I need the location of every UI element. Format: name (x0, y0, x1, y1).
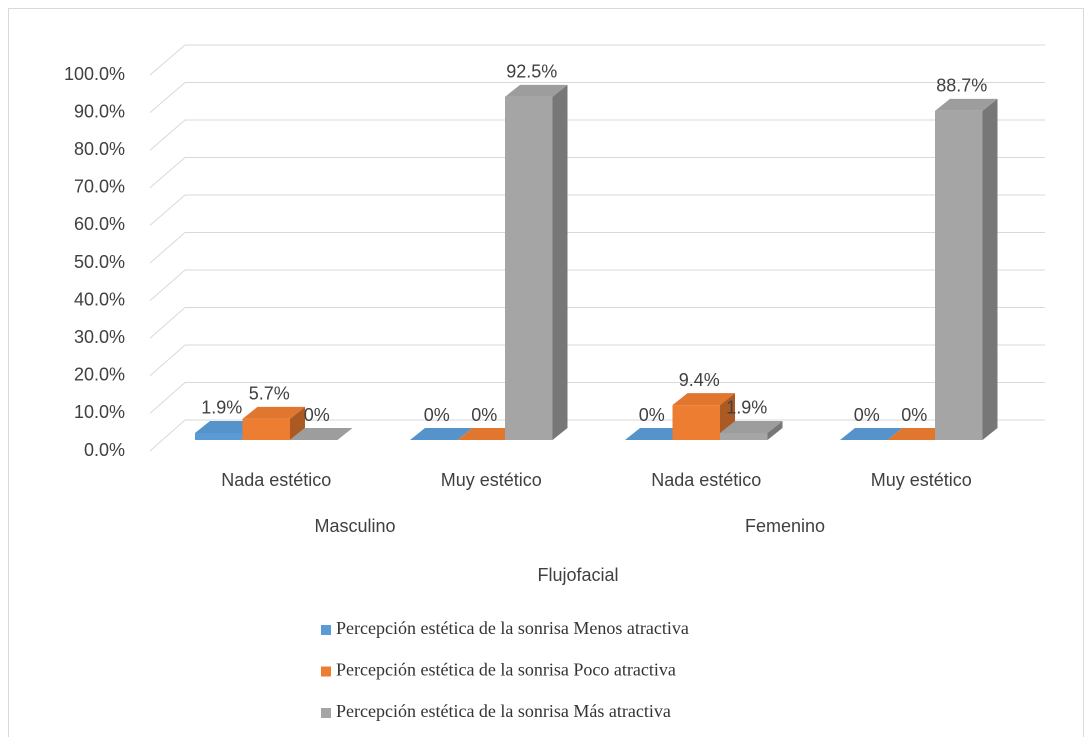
y-tick-label: 40.0% (74, 289, 125, 309)
bar-top (840, 428, 903, 440)
bar (672, 393, 735, 440)
y-tick-label: 80.0% (74, 139, 125, 159)
y-tick-label: 10.0% (74, 402, 125, 422)
bar (935, 98, 998, 440)
grid-line (149, 269, 1045, 301)
data-label: 0% (424, 405, 450, 425)
bar-side (982, 98, 998, 440)
bar (625, 428, 688, 440)
x-tick-label: Nada estético (651, 470, 761, 490)
bar (290, 428, 353, 440)
bar-top (242, 406, 305, 419)
y-tick-label: 20.0% (74, 365, 125, 385)
grid-line (149, 82, 1045, 113)
bar-front (720, 432, 768, 440)
legend-label: Percepción estética de la sonrisa Poco a… (336, 660, 676, 680)
bar-front (505, 96, 553, 440)
data-label: 92.5% (506, 62, 557, 82)
legend-swatch (321, 625, 331, 635)
x-tick-label: Nada estético (221, 470, 331, 490)
legend-swatch (321, 666, 331, 677)
data-label: 0% (639, 405, 665, 425)
bar (887, 428, 950, 440)
bar-top (195, 420, 258, 433)
data-label: 0% (901, 405, 927, 425)
bar-side (552, 84, 568, 440)
data-label: 0% (304, 405, 330, 425)
grid-line (149, 157, 1045, 189)
bar-top (410, 428, 473, 440)
bar-front (672, 405, 720, 440)
grid-line (149, 44, 1045, 76)
x-tick-label: Muy estético (441, 470, 542, 490)
bar (505, 84, 568, 440)
data-label: 5.7% (249, 384, 290, 404)
bar-front (195, 432, 243, 440)
data-label: 1.9% (726, 398, 767, 418)
data-label: 1.9% (201, 398, 242, 418)
grid-line (149, 232, 1045, 264)
bar-front (935, 110, 983, 440)
group-label: Masculino (314, 516, 395, 536)
bar-top (720, 420, 783, 433)
grid-line (149, 344, 1045, 377)
bar-top (290, 428, 353, 440)
y-tick-label: 90.0% (74, 101, 125, 121)
bar-front (242, 418, 290, 440)
data-label: 0% (854, 405, 880, 425)
grid-line (149, 382, 1045, 414)
bar (410, 428, 473, 440)
legend-swatch (321, 708, 331, 718)
grid-line (149, 119, 1045, 151)
bar (242, 406, 305, 440)
y-tick-label: 0.0% (84, 440, 125, 460)
x-axis-title: Flujofacial (537, 565, 618, 585)
y-tick-label: 50.0% (74, 252, 125, 272)
data-label: 9.4% (679, 370, 720, 390)
group-label: Femenino (745, 516, 825, 536)
y-tick-label: 70.0% (74, 177, 125, 197)
bar-top (505, 84, 568, 97)
data-label: 88.7% (936, 76, 987, 96)
bar-top (935, 98, 998, 111)
grid-line (149, 419, 1045, 452)
bar (840, 428, 903, 440)
legend-label: Percepción estética de la sonrisa Más at… (336, 701, 671, 721)
y-tick-label: 100.0% (64, 64, 125, 84)
bar (457, 428, 520, 440)
bar (720, 420, 783, 440)
bar-side (290, 406, 305, 440)
bar-top (457, 428, 520, 440)
y-tick-label: 60.0% (74, 214, 125, 234)
data-label: 0% (471, 405, 497, 425)
bar-top (887, 428, 950, 440)
grid-line (149, 307, 1045, 339)
bar-top (625, 428, 688, 440)
bar-top (672, 393, 735, 406)
bar-side (767, 420, 783, 440)
x-tick-label: Muy estético (871, 470, 972, 490)
grid-line (149, 194, 1045, 226)
legend-label: Percepción estética de la sonrisa Menos … (336, 618, 689, 638)
y-tick-label: 30.0% (74, 327, 125, 347)
